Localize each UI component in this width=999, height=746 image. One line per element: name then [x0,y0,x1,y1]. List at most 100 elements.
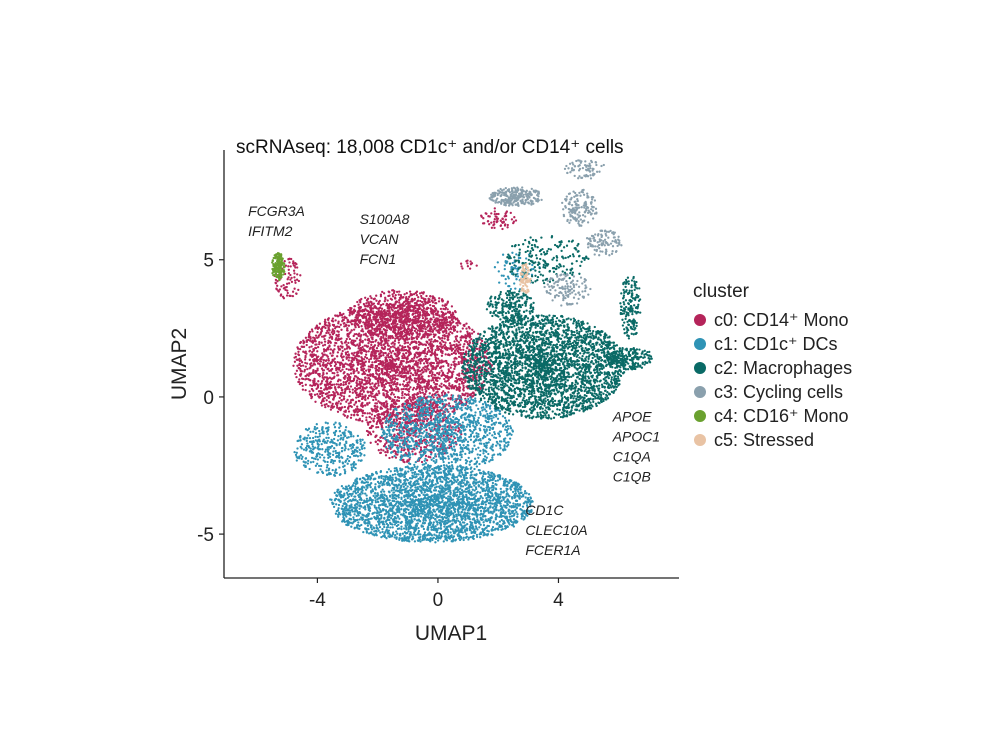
point [411,332,415,335]
point [340,394,343,397]
point [361,341,364,344]
point [409,372,413,375]
point [343,405,347,409]
point [343,322,346,325]
point [313,360,316,363]
point [315,343,318,346]
point [436,390,439,393]
point [337,320,340,323]
point [420,368,424,371]
point [322,361,325,365]
point [440,343,443,346]
point [407,315,410,318]
point [366,396,370,400]
point [364,322,367,325]
point [366,403,369,406]
point [314,371,318,375]
point [391,295,395,298]
point [337,503,341,507]
point [470,332,474,335]
point [457,355,461,359]
point [437,362,440,365]
point [408,353,411,356]
point [392,418,396,421]
point [323,388,326,391]
point [299,274,302,277]
point [334,314,338,317]
point [347,375,351,378]
point [423,312,426,315]
point [446,379,449,383]
point [364,327,368,330]
point [303,351,307,354]
point [299,340,303,344]
point [392,329,395,332]
point [324,326,327,330]
point [299,369,302,372]
point [460,377,463,381]
point [430,310,433,314]
point [413,397,417,400]
point [435,353,439,356]
point [365,416,368,419]
point [411,300,414,303]
point [340,353,343,356]
point [442,307,445,311]
point [411,373,415,376]
point [416,386,419,390]
point [419,370,422,373]
point [432,389,435,392]
point [317,362,320,365]
point [372,419,375,422]
point [401,356,404,360]
point [381,360,384,363]
point [407,393,410,397]
point [447,368,450,371]
point [377,321,381,324]
point [431,373,434,376]
point [336,355,339,358]
point [390,366,393,370]
point [389,397,392,400]
point [493,218,496,221]
point [375,365,378,368]
point [365,418,368,422]
point [425,419,429,423]
point [341,388,344,392]
point [355,379,359,382]
point [383,300,386,303]
point [357,347,360,350]
point [305,340,309,344]
point [409,351,412,354]
point [363,372,367,375]
point [367,365,370,368]
point [402,387,405,391]
point [327,321,330,324]
point [339,391,343,395]
point [373,297,376,300]
point [401,383,405,386]
point [349,401,352,404]
point [375,426,378,429]
point [349,331,352,334]
point [278,288,282,291]
point [386,303,389,306]
point [362,358,366,361]
point [462,348,465,351]
point [398,344,402,347]
point [407,387,411,391]
point [385,331,388,334]
point [411,325,414,329]
point [395,290,399,294]
point [427,364,430,367]
point [301,388,305,391]
point [359,313,362,317]
point [347,353,350,356]
point [418,387,421,391]
point [375,338,378,342]
point [433,310,436,313]
point [425,317,429,320]
point [462,384,465,388]
point [397,341,400,344]
point [441,351,444,355]
